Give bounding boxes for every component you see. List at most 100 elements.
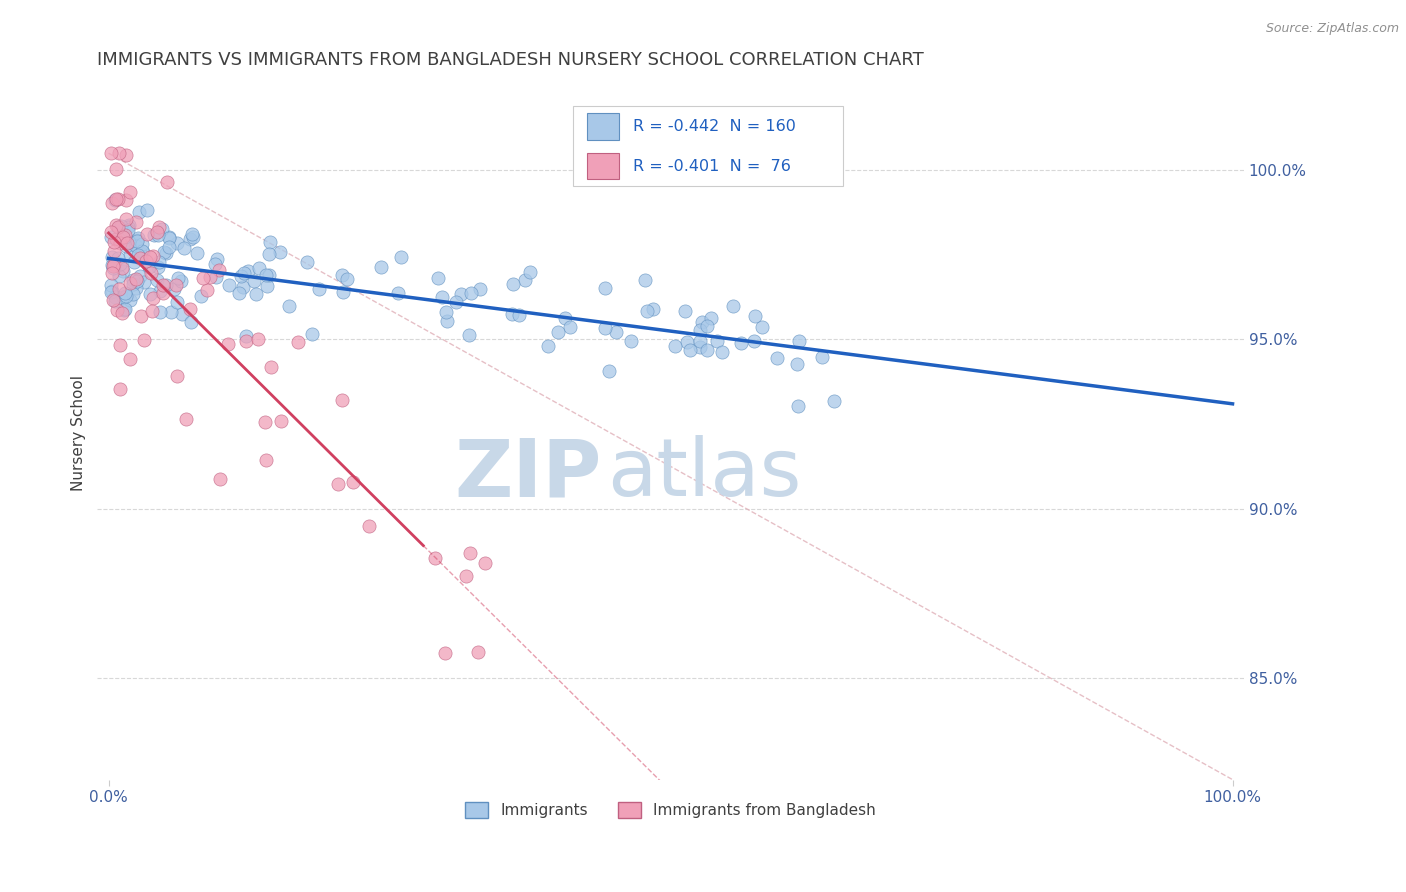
Point [100,278,122,293]
Point [423,551,446,566]
Point [370,260,392,275]
Point [179,301,201,316]
Point [135,253,157,268]
Point [125,235,148,249]
Point [243,273,266,287]
Point [115,236,138,251]
Point [519,265,541,279]
Point [125,238,148,252]
Point [107,252,129,266]
Point [157,230,180,244]
Point [107,220,129,235]
Text: R = -0.401  N =  76: R = -0.401 N = 76 [633,159,790,174]
Point [150,222,173,236]
Point [641,302,664,317]
Point [131,252,153,266]
Point [170,274,193,288]
Text: ZIP: ZIP [454,435,602,513]
Point [742,334,765,349]
Point [326,476,349,491]
Point [730,336,752,351]
Point [100,230,122,244]
Text: atlas: atlas [607,435,801,513]
Point [636,303,658,318]
Point [436,314,458,328]
Point [121,287,143,301]
Point [118,276,141,290]
Point [634,273,657,287]
Point [664,338,686,352]
Point [114,286,136,301]
Point [430,290,453,304]
Point [231,269,253,284]
Point [122,277,145,291]
Point [118,235,141,249]
Point [124,238,146,252]
Point [100,285,122,299]
Point [117,220,139,235]
Point [128,268,150,283]
Point [111,229,134,244]
Point [139,287,162,301]
Point [247,260,270,275]
Point [710,345,733,359]
Point [689,334,711,349]
Point [205,270,228,285]
Point [135,202,157,217]
Point [190,288,212,302]
Point [679,343,702,357]
Point [128,205,150,219]
Point [125,215,148,229]
Point [159,230,181,244]
Point [118,218,141,232]
Point [146,225,169,239]
Point [148,260,170,274]
Point [620,334,643,348]
Point [170,307,193,321]
Point [183,230,205,244]
Point [259,235,281,249]
Point [233,266,256,280]
Point [152,286,174,301]
Point [502,277,524,292]
Point [165,278,187,293]
Point [135,227,157,242]
Y-axis label: Nursery School: Nursery School [72,375,86,491]
Point [104,290,127,304]
Point [786,357,808,371]
Point [115,211,138,226]
Text: R = -0.442  N = 160: R = -0.442 N = 160 [633,119,796,134]
Point [114,301,136,316]
Point [120,248,142,262]
Point [121,273,143,287]
Point [101,258,124,272]
Point [537,339,560,353]
Point [468,282,491,296]
Point [501,307,523,321]
Point [142,291,165,305]
Point [155,277,177,292]
Point [112,290,135,304]
Point [460,286,482,301]
Point [128,246,150,260]
Point [744,309,766,323]
Point [122,254,145,268]
Point [108,268,131,283]
Point [111,264,134,278]
Point [101,250,124,264]
Point [235,329,257,343]
Point [107,192,129,206]
Point [108,383,131,397]
Point [103,244,125,259]
Bar [586,153,619,179]
Point [554,310,576,325]
Point [104,162,127,177]
Point [149,284,172,298]
Point [766,351,789,365]
Point [103,259,125,273]
Point [103,257,125,271]
Point [228,285,250,300]
Point [110,236,132,251]
Point [104,192,127,206]
Point [689,323,711,337]
